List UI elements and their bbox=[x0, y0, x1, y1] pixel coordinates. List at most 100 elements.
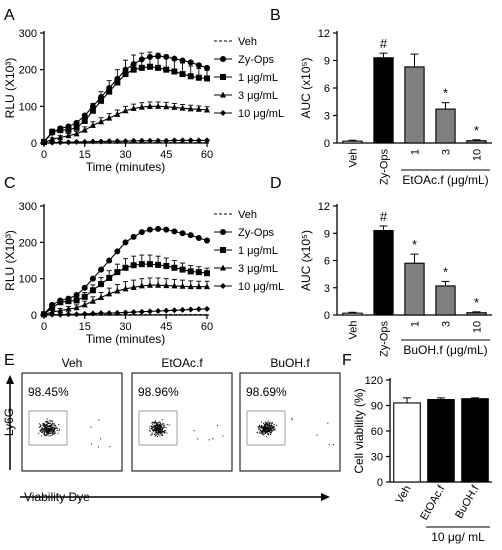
x-tick-label: 30 bbox=[119, 321, 131, 333]
event-dot bbox=[161, 419, 163, 421]
data-point bbox=[49, 308, 56, 315]
data-point bbox=[57, 127, 64, 134]
data-point bbox=[73, 138, 80, 145]
event-dot bbox=[269, 423, 271, 425]
data-point bbox=[179, 306, 186, 313]
event-dot bbox=[156, 426, 158, 428]
data-point bbox=[155, 137, 162, 144]
data-point bbox=[65, 311, 72, 318]
event-dot bbox=[159, 435, 161, 437]
data-point bbox=[179, 71, 186, 78]
event-dot bbox=[46, 434, 48, 436]
event-dot bbox=[266, 430, 268, 432]
data-point bbox=[146, 137, 153, 144]
event-dot bbox=[266, 427, 268, 429]
flow-gate-percent: 98.96% bbox=[138, 385, 179, 399]
data-point bbox=[146, 102, 153, 109]
event-dot bbox=[158, 430, 160, 432]
data-point bbox=[187, 283, 194, 290]
data-point bbox=[179, 104, 186, 111]
event-dot bbox=[156, 424, 158, 426]
event-dot bbox=[161, 426, 163, 428]
y-tick-label: 9 bbox=[324, 56, 330, 68]
event-dot bbox=[270, 434, 272, 436]
category-label: Veh bbox=[348, 149, 360, 168]
bar bbox=[373, 57, 394, 144]
data-point bbox=[171, 103, 178, 110]
legend-label: 3 μg/mL bbox=[238, 90, 278, 102]
event-dot bbox=[41, 428, 43, 430]
event-dot bbox=[328, 444, 330, 446]
data-point bbox=[171, 264, 178, 271]
event-dot bbox=[48, 430, 50, 432]
event-dot bbox=[49, 428, 51, 430]
event-dot bbox=[151, 432, 153, 434]
data-point bbox=[146, 226, 153, 233]
event-dot bbox=[47, 432, 49, 434]
event-dot bbox=[268, 427, 270, 429]
data-point bbox=[155, 225, 162, 232]
event-dot bbox=[38, 427, 40, 429]
event-dot bbox=[264, 432, 266, 434]
event-dot bbox=[47, 420, 49, 422]
event-dot bbox=[49, 428, 51, 430]
event-dot bbox=[58, 430, 60, 432]
y-tick-label: 12 bbox=[318, 28, 330, 40]
event-dot bbox=[261, 432, 263, 434]
event-dot bbox=[156, 432, 158, 434]
event-dot bbox=[259, 426, 261, 428]
event-dot bbox=[151, 427, 153, 429]
data-point bbox=[114, 309, 121, 316]
event-dot bbox=[258, 426, 260, 428]
data-point bbox=[98, 310, 105, 317]
event-dot bbox=[270, 422, 272, 424]
event-dot bbox=[161, 429, 163, 431]
significance-marker: # bbox=[380, 209, 388, 224]
legend-marker bbox=[220, 74, 226, 80]
event-dot bbox=[257, 428, 259, 430]
event-dot bbox=[268, 422, 270, 424]
panel-label-e: E bbox=[4, 352, 15, 369]
event-dot bbox=[193, 430, 195, 432]
event-dot bbox=[151, 426, 153, 428]
event-dot bbox=[164, 430, 166, 432]
event-dot bbox=[263, 432, 265, 434]
event-dot bbox=[272, 427, 274, 429]
event-dot bbox=[156, 423, 158, 425]
data-point bbox=[41, 312, 47, 318]
data-point bbox=[65, 132, 72, 139]
y-axis-title: RLU (X10³) bbox=[3, 58, 17, 119]
bar bbox=[435, 285, 456, 316]
y-tick-label: 200 bbox=[19, 65, 37, 77]
data-point bbox=[114, 79, 121, 86]
legend-label: 10 μg/mL bbox=[238, 281, 284, 293]
data-point bbox=[81, 118, 88, 124]
data-point bbox=[171, 307, 178, 314]
event-dot bbox=[265, 431, 267, 433]
event-dot bbox=[268, 430, 270, 432]
event-dot bbox=[155, 425, 157, 427]
event-dot bbox=[269, 424, 271, 426]
event-dot bbox=[47, 433, 49, 435]
event-dot bbox=[273, 428, 275, 430]
event-dot bbox=[262, 422, 264, 424]
group-label: EtOAc.f (μg/mL) bbox=[402, 173, 488, 187]
event-dot bbox=[51, 431, 53, 433]
event-dot bbox=[55, 424, 57, 426]
data-point bbox=[179, 282, 186, 289]
group-label: 10 μg/ mL bbox=[431, 530, 485, 544]
event-dot bbox=[156, 426, 158, 428]
event-dot bbox=[166, 432, 168, 434]
event-dot bbox=[46, 425, 48, 427]
data-point bbox=[57, 134, 64, 140]
event-dot bbox=[155, 420, 157, 422]
y-tick-label: 60 bbox=[371, 426, 383, 438]
data-point bbox=[204, 137, 210, 144]
event-dot bbox=[261, 427, 263, 429]
event-dot bbox=[262, 427, 264, 429]
significance-marker: * bbox=[412, 237, 417, 252]
data-point bbox=[65, 298, 72, 305]
event-dot bbox=[159, 432, 161, 434]
flow-gate-percent: 98.45% bbox=[28, 385, 69, 399]
